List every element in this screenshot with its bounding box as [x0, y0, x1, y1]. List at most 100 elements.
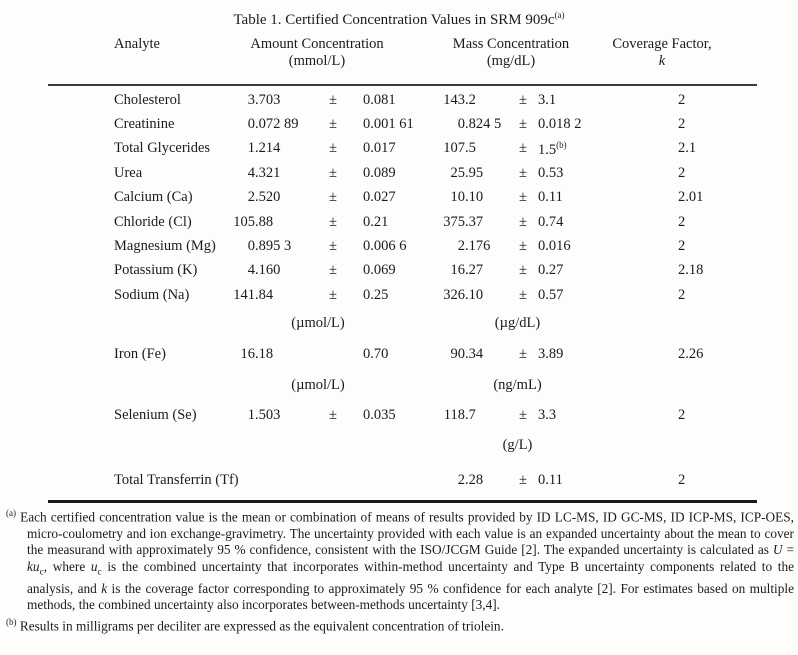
footnote: (b) Results in milligrams per deciliter … [6, 614, 794, 635]
footnote-text-segment: c [39, 567, 44, 578]
mass-uncertainty-cell: 0.016 [538, 238, 571, 255]
mass-unit-label: (g/L) [502, 437, 533, 454]
table-row: Chloride (Cl) 105.88 ±0.21 375.37 ±0.74 2 [48, 210, 757, 234]
value-cell: 118.7 [428, 407, 513, 424]
mass-uncertainty-cell: 0.11 [538, 472, 563, 489]
plus-minus-sign: ± [329, 407, 337, 424]
analyte-cell: Magnesium (Mg) [114, 238, 216, 255]
value-cell: 105.88 [208, 214, 318, 231]
value-cell: 375.37 [428, 214, 513, 231]
value-frac: .37 [465, 213, 484, 230]
plus-minus-sign: ± [329, 238, 337, 255]
table-row: Creatinine 0.072 89 ±0.001 61 0.824 5 ±0.018… [48, 112, 757, 136]
value-cell: 107.5 [428, 140, 513, 157]
column-header-mass-unit: (mg/dL) [486, 53, 536, 69]
footnote-text-segment: is the coverage factor corresponding to … [27, 580, 794, 613]
amount-unit-label: (µmol/L) [291, 377, 345, 394]
coverage-factor-cell: 2 [678, 472, 686, 489]
coverage-factor-cell: 2 [678, 91, 686, 108]
value-cell: 2.520 [208, 189, 318, 206]
analyte-cell: Sodium (Na) [114, 286, 190, 303]
analyte-cell: Calcium (Ca) [114, 189, 193, 206]
value-frac: .10 [465, 189, 484, 206]
coverage-factor-cell: 2 [678, 407, 686, 424]
value-frac: .824 5 [465, 116, 502, 133]
value-int: 326 [443, 286, 465, 303]
value-cell: 2.28 [428, 472, 513, 489]
amount-uncertainty-cell: 0.70 [363, 346, 389, 363]
analyte-cell: Chloride (Cl) [114, 213, 192, 230]
plus-minus-sign: ± [329, 262, 337, 279]
plus-minus-sign: ± [519, 189, 527, 206]
value-int: 141 [233, 286, 255, 303]
column-header-coverage-k: k [658, 53, 666, 69]
plus-minus-sign: ± [329, 189, 337, 206]
analyte-cell: Creatinine [114, 116, 175, 133]
value-cell: 141.84 [208, 287, 318, 304]
value-int: 2 [457, 238, 465, 255]
value-cell: 0.824 5 [428, 116, 513, 133]
mass-uncertainty-cell: 0.74 [538, 213, 564, 230]
analyte-cell: Selenium (Se) [114, 407, 197, 424]
coverage-factor-cell: 2.01 [678, 189, 704, 206]
value-cell: 326.10 [428, 287, 513, 304]
coverage-factor-cell: 2.1 [678, 140, 697, 157]
analyte-cell: Cholesterol [114, 91, 181, 108]
table-body: Cholesterol 3.703 ±0.081 143.2 ±3.1 2 Creatini… [48, 84, 757, 503]
coverage-factor-cell: 2 [678, 164, 686, 181]
amount-uncertainty-cell: 0.006 6 [363, 238, 407, 255]
value-frac: .28 [465, 472, 484, 489]
plus-minus-sign: ± [329, 140, 337, 157]
value-int: 2 [247, 189, 255, 206]
value-frac: .27 [465, 262, 484, 279]
plus-minus-sign: ± [329, 213, 337, 230]
analyte-cell: Total Glycerides [114, 140, 211, 157]
mass-uncertainty-cell: 0.57 [538, 286, 564, 303]
mass-uncertainty-cell: 1.5(b) [538, 139, 567, 158]
mass-uncertainty-cell: 3.89 [538, 346, 564, 363]
coverage-factor-cell: 2 [678, 238, 686, 255]
value-int: 1 [247, 407, 255, 424]
amount-uncertainty-cell: 0.069 [363, 262, 396, 279]
value-frac: .2 [465, 91, 476, 108]
value-cell: 3.703 [208, 92, 318, 109]
value-int: 25 [450, 164, 466, 181]
footnote-text-segment: is the combined uncertainty that incorpo… [27, 558, 794, 596]
value-int: 105 [233, 213, 255, 230]
table-row: Urea 4.321 ±0.089 25.95 ±0.53 2 [48, 161, 757, 185]
column-header-amount: Amount Concentration [250, 36, 384, 52]
footnote-text-segment: Results in milligrams per deciliter are … [19, 618, 504, 634]
value-int: 107 [443, 140, 465, 157]
amount-unit-label: (µmol/L) [291, 315, 345, 332]
amount-uncertainty-cell: 0.035 [363, 407, 396, 424]
footnote-text-segment: Each certified concentration value is th… [20, 509, 794, 558]
amount-uncertainty-cell: 0.001 61 [363, 116, 414, 133]
footnote-text-segment: = [782, 542, 794, 558]
value-int: 118 [443, 407, 465, 424]
amount-uncertainty-cell: 0.21 [363, 213, 389, 230]
table-title-footnote-marker: (a) [554, 10, 565, 20]
coverage-factor-cell: 2.26 [678, 346, 704, 363]
column-header-amount-unit: (mmol/L) [288, 53, 346, 69]
coverage-factor-cell: 2 [678, 116, 686, 133]
value-int: 3 [247, 91, 255, 108]
plus-minus-sign: ± [519, 472, 527, 489]
value-int: 1 [247, 140, 255, 157]
amount-uncertainty-cell: 0.081 [363, 91, 396, 108]
value-frac: .703 [255, 91, 281, 108]
footnote-text-segment: U [772, 542, 783, 558]
value-int: 143 [443, 91, 465, 108]
value-cell: 4.321 [208, 165, 318, 182]
value-int: 4 [247, 262, 255, 279]
value-frac: .10 [465, 286, 484, 303]
footnote-marker: (b) [556, 139, 567, 150]
footnote-text-segment: k [101, 580, 108, 596]
footnote-marker: (a) [6, 508, 16, 518]
plus-minus-sign: ± [519, 238, 527, 255]
plus-minus-sign: ± [519, 407, 527, 424]
plus-minus-sign: ± [519, 262, 527, 279]
footnote-text-segment: ku [27, 558, 40, 574]
value-int: 16 [450, 262, 466, 279]
mass-uncertainty-cell: 0.11 [538, 189, 563, 206]
